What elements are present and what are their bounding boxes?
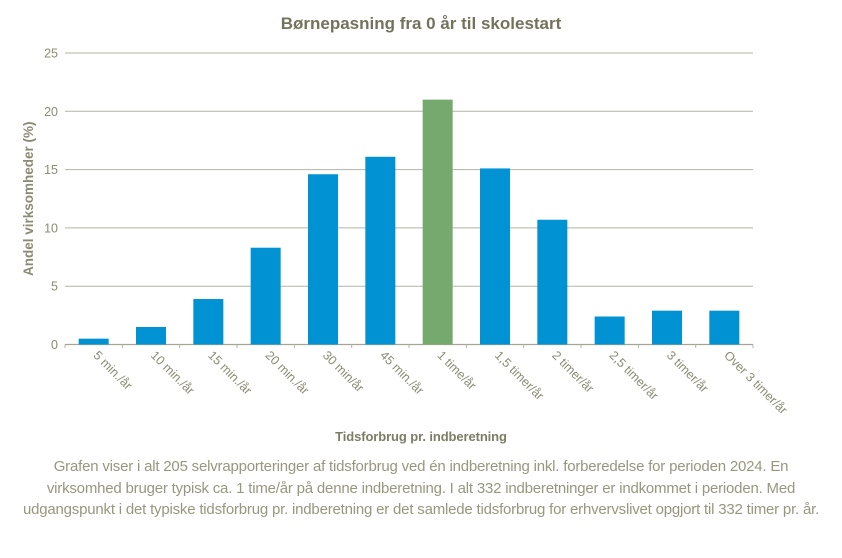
y-tick-label: 15 [44, 163, 58, 177]
bar [480, 168, 510, 345]
x-tick-label: 15 min./år [205, 348, 254, 397]
x-tick-label: 10 min./år [148, 348, 197, 397]
y-tick-label: 10 [44, 221, 58, 235]
y-axis-title: Andel virksomheder (%) [21, 121, 36, 276]
x-tick-label: 1,5 timer/år [492, 348, 547, 403]
x-tick-label: 30 min/år [320, 348, 367, 395]
chart-title: Børnepasning fra 0 år til skolestart [280, 14, 562, 33]
bar [193, 299, 224, 345]
x-axis-title: Tidsforbrug pr. indberetning [335, 429, 507, 444]
y-tick-label: 0 [51, 338, 58, 352]
x-tick-label: 45 min./år [377, 348, 426, 397]
bar [308, 174, 338, 345]
y-tick-label: 25 [44, 47, 58, 61]
y-tick-label: 20 [44, 105, 58, 119]
footnote: Grafen viser i alt 205 selvrapporteringe… [22, 458, 820, 518]
bar [709, 310, 740, 345]
x-tick-label: 3 timer/år [664, 348, 711, 395]
bar [250, 247, 281, 345]
x-tick-label: Over 3 timer/år [721, 348, 790, 417]
bar [537, 219, 568, 345]
x-tick-label: 1 time/år [435, 348, 479, 392]
bar [652, 310, 682, 345]
x-tick-label: 2 timer/år [549, 348, 596, 395]
x-tick-label: 20 min./år [263, 348, 312, 397]
y-tick-label: 5 [51, 280, 58, 294]
x-tick-label: 5 min./år [91, 348, 135, 392]
x-tick-label: 2,5 timer/år [607, 348, 662, 403]
bar [136, 327, 166, 345]
bar [78, 338, 109, 345]
bar [365, 156, 396, 345]
bar-highlighted [422, 99, 453, 345]
bar [594, 316, 625, 345]
